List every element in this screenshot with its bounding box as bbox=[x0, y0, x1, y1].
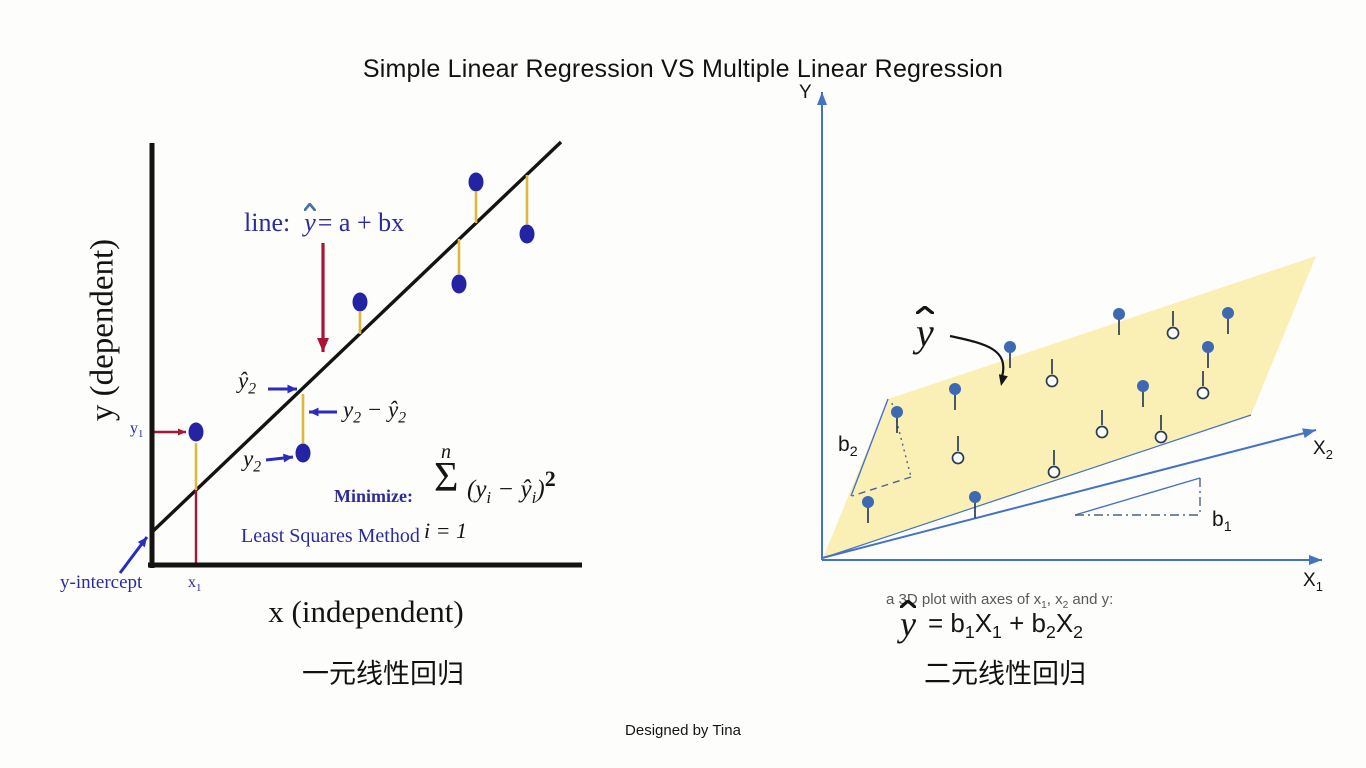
y2-label: y2 bbox=[243, 446, 262, 476]
sum-upper-limit: n bbox=[441, 441, 451, 463]
residual-label: y2 − ŷ2 bbox=[343, 397, 407, 427]
right-caption: 二元线性回归 bbox=[924, 659, 1086, 689]
right-x2-axis-label: X2 bbox=[1313, 438, 1333, 462]
3d-plot-caption: a 3D plot with axes of x1, x2 and y: bbox=[886, 591, 1114, 611]
hat-icon bbox=[916, 306, 934, 314]
left-y-axis-label: y (dependent) bbox=[84, 238, 121, 422]
hat-icon bbox=[304, 203, 316, 211]
plane-y-hat-label: y bbox=[916, 306, 936, 354]
right-y-axis-label: Y bbox=[799, 82, 812, 103]
b2-slope-label: b2 bbox=[838, 433, 858, 461]
b1-slope-label: b1 bbox=[1212, 508, 1232, 536]
sum-lower-limit: i = 1 bbox=[424, 518, 467, 543]
page-title: Simple Linear Regression VS Multiple Lin… bbox=[362, 55, 1004, 83]
left-x-axis-label: x (independent) bbox=[268, 594, 464, 629]
y-hat-2-label: ŷ2 bbox=[238, 368, 257, 398]
y-hat-symbol: y bbox=[916, 306, 934, 354]
y-hat-symbol: y bbox=[900, 600, 916, 644]
credit-text: Designed by Tina bbox=[625, 722, 741, 739]
minimize-label: Minimize: bbox=[334, 486, 413, 506]
y-intercept-label: y-intercept bbox=[60, 572, 143, 593]
multiple-regression-formula: y = b1X1 + b2X2 bbox=[900, 600, 1084, 644]
x1-tick-label: x1 bbox=[188, 574, 202, 595]
line-equation-rest: = a + bx bbox=[317, 208, 405, 237]
y1-tick-label: y1 bbox=[130, 420, 144, 441]
sigma-symbol: Σ bbox=[434, 455, 459, 501]
line-equation-label: line: y= a + bx bbox=[244, 203, 405, 237]
line-equation-prefix: line: bbox=[244, 208, 291, 237]
hat-icon bbox=[900, 600, 916, 608]
y-hat-symbol: y bbox=[304, 203, 316, 236]
right-x1-axis-label: X1 bbox=[1303, 570, 1323, 594]
sum-expression: (yi − ŷi)2 bbox=[467, 465, 556, 507]
least-squares-label: Least Squares Method bbox=[241, 525, 420, 547]
formula-rest: = b1X1 + b2X2 bbox=[927, 608, 1084, 643]
left-caption: 一元线性回归 bbox=[302, 659, 464, 689]
